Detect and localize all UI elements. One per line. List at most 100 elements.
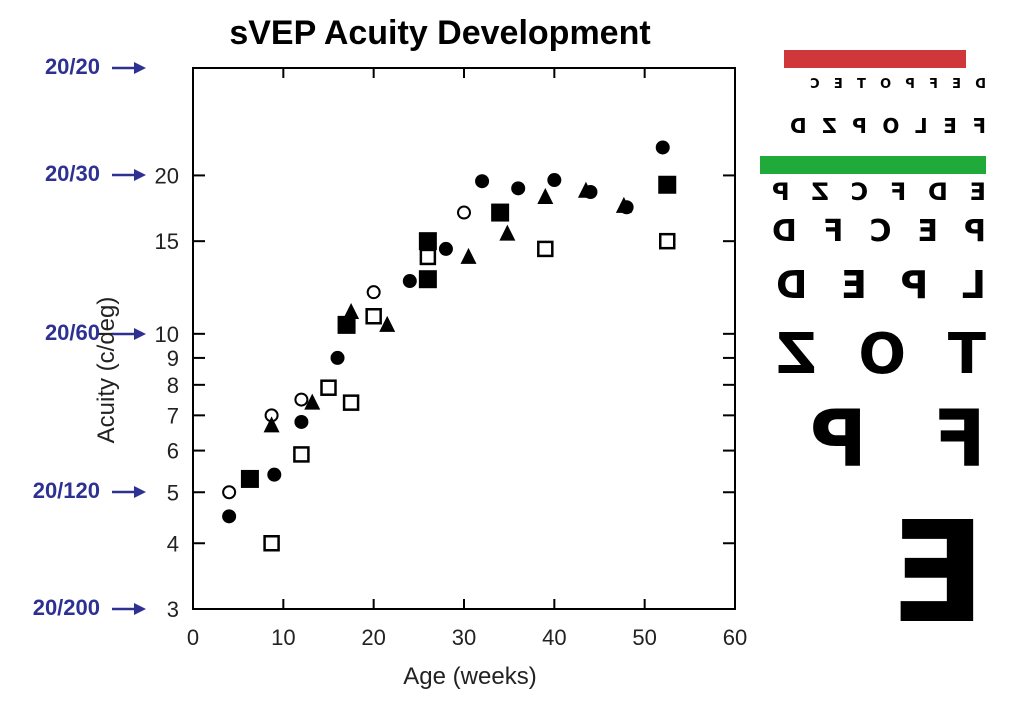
open-circle-point <box>457 205 471 220</box>
y-tick-label: 10 <box>155 322 179 347</box>
eye-chart-letter: E <box>841 263 867 307</box>
eye-chart-letter: L <box>961 263 986 307</box>
x-axis-label: Age (weeks) <box>403 663 536 690</box>
open-circle-point <box>222 485 237 500</box>
eye-chart-letter: O <box>858 322 907 387</box>
eye-chart-letter: F <box>972 114 986 138</box>
snellen-label: 20/20 <box>44 54 100 79</box>
eye-chart-letter: D <box>776 263 808 307</box>
arrow-right-icon <box>112 603 146 615</box>
filled-circle-point <box>330 350 345 365</box>
eye-chart-letter: E <box>943 114 957 138</box>
filled-circle-point <box>222 509 237 524</box>
eye-chart-letter: D <box>772 214 797 249</box>
eye-chart-letter: F <box>932 395 986 485</box>
filled-square-point <box>240 469 259 488</box>
eye-chart-letter: O <box>882 114 900 138</box>
plot-frame <box>192 67 736 610</box>
x-tick-label: 0 <box>187 625 199 650</box>
open-square-point <box>320 379 337 396</box>
open-square-point <box>419 248 437 266</box>
open-square-point <box>537 240 554 258</box>
y-tick-label: 9 <box>167 346 179 371</box>
open-circle-point <box>366 285 381 300</box>
filled-circle-point <box>511 181 526 196</box>
eye-chart-letter: F <box>822 214 844 249</box>
filled-circle-point <box>547 173 562 188</box>
filled-square-point <box>337 315 356 334</box>
y-tick-label: 15 <box>155 229 179 254</box>
eye-chart-letter: E <box>833 77 843 92</box>
eye-chart-letter: D <box>927 178 948 206</box>
eye-chart-letter: F <box>889 178 907 206</box>
eye-chart-letter: F <box>929 77 938 92</box>
eye-chart-letter: L <box>914 114 928 138</box>
filled-triangle-point <box>263 416 280 433</box>
filled-square-point <box>418 270 437 289</box>
arrow-right-icon <box>112 327 146 340</box>
y-tick-label: 20 <box>155 163 179 188</box>
filled-circle-point <box>655 140 670 155</box>
snellen-label: 20/120 <box>32 478 100 504</box>
eye-chart-row: E <box>858 492 986 655</box>
y-tick-label: 7 <box>167 403 179 428</box>
eye-chart-letter: T <box>947 322 986 387</box>
eye-chart-letter: Z <box>811 178 829 206</box>
arrow-right-icon <box>112 169 146 182</box>
filled-triangle-point <box>537 187 554 204</box>
filled-triangle-point <box>304 393 321 410</box>
eye-chart-letter: P <box>852 114 867 138</box>
filled-triangle-point <box>577 181 594 198</box>
eye-chart-letter: C <box>810 77 820 92</box>
filled-circle-point <box>438 241 453 256</box>
x-tick-label: 30 <box>452 625 476 650</box>
filled-square-point <box>658 175 677 194</box>
filled-triangle-point <box>615 196 632 213</box>
filled-circle-point <box>475 174 490 189</box>
open-square-point <box>365 307 382 325</box>
y-tick-label: 3 <box>167 597 179 622</box>
eye-chart-letter: E <box>890 492 986 655</box>
arrow-right-icon <box>112 486 146 499</box>
eye-chart-letter: E <box>952 77 961 92</box>
snellen-label: 20/30 <box>44 161 100 187</box>
open-square-point <box>342 394 360 411</box>
eye-chart-letter: O <box>880 77 892 92</box>
eye-chart-letter: Z <box>776 322 817 387</box>
arrow-right-icon <box>112 62 146 74</box>
eye-chart-letter: D <box>790 114 807 138</box>
filled-triangle-point <box>379 315 396 332</box>
eye-chart-letter: P <box>772 178 790 206</box>
filled-square-point <box>418 232 437 251</box>
eye-chart-letter: D <box>975 77 986 92</box>
filled-circle-point <box>294 414 309 429</box>
x-tick-label: 10 <box>271 625 295 650</box>
red-line-bar <box>784 50 966 68</box>
open-square-point <box>293 446 310 463</box>
eye-chart-letter: P <box>810 395 868 485</box>
open-square-point <box>659 232 676 250</box>
y-tick-label: 4 <box>167 531 179 556</box>
filled-triangle-point <box>343 303 360 320</box>
open-square-point <box>263 535 280 552</box>
x-tick-label: 40 <box>542 625 566 650</box>
eye-chart-letter: C <box>850 178 869 206</box>
eye-chart-letter: T <box>856 77 866 92</box>
open-circle-point <box>294 392 309 407</box>
eye-chart-letter: P <box>905 77 915 92</box>
x-tick-label: 60 <box>723 625 747 650</box>
snellen-label: 20/60 <box>44 319 100 345</box>
y-axis-label: Acuity (c/deg) <box>93 297 120 444</box>
filled-circle-point <box>402 274 417 289</box>
y-tick-label: 6 <box>167 439 179 464</box>
eye-chart-letter: Z <box>822 114 837 138</box>
